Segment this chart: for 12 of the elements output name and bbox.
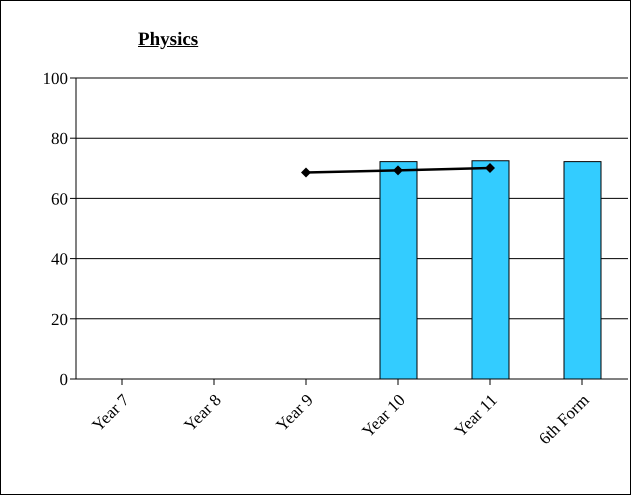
x-tick-label: Year 8: [180, 390, 225, 435]
x-tick-label: Year 10: [358, 390, 409, 442]
y-tick-label: 0: [60, 370, 68, 390]
y-tick-label: 100: [42, 69, 68, 88]
x-tick-label: Year 9: [272, 390, 317, 435]
y-tick-label: 40: [51, 250, 68, 269]
x-tick-label: Year 7: [88, 390, 134, 435]
y-tick-label: 80: [51, 129, 68, 148]
x-tick-label: Year 11: [450, 390, 501, 441]
y-tick-label: 60: [51, 189, 68, 208]
chart-title: Physics: [138, 29, 198, 51]
y-tick-label: 20: [51, 310, 68, 329]
